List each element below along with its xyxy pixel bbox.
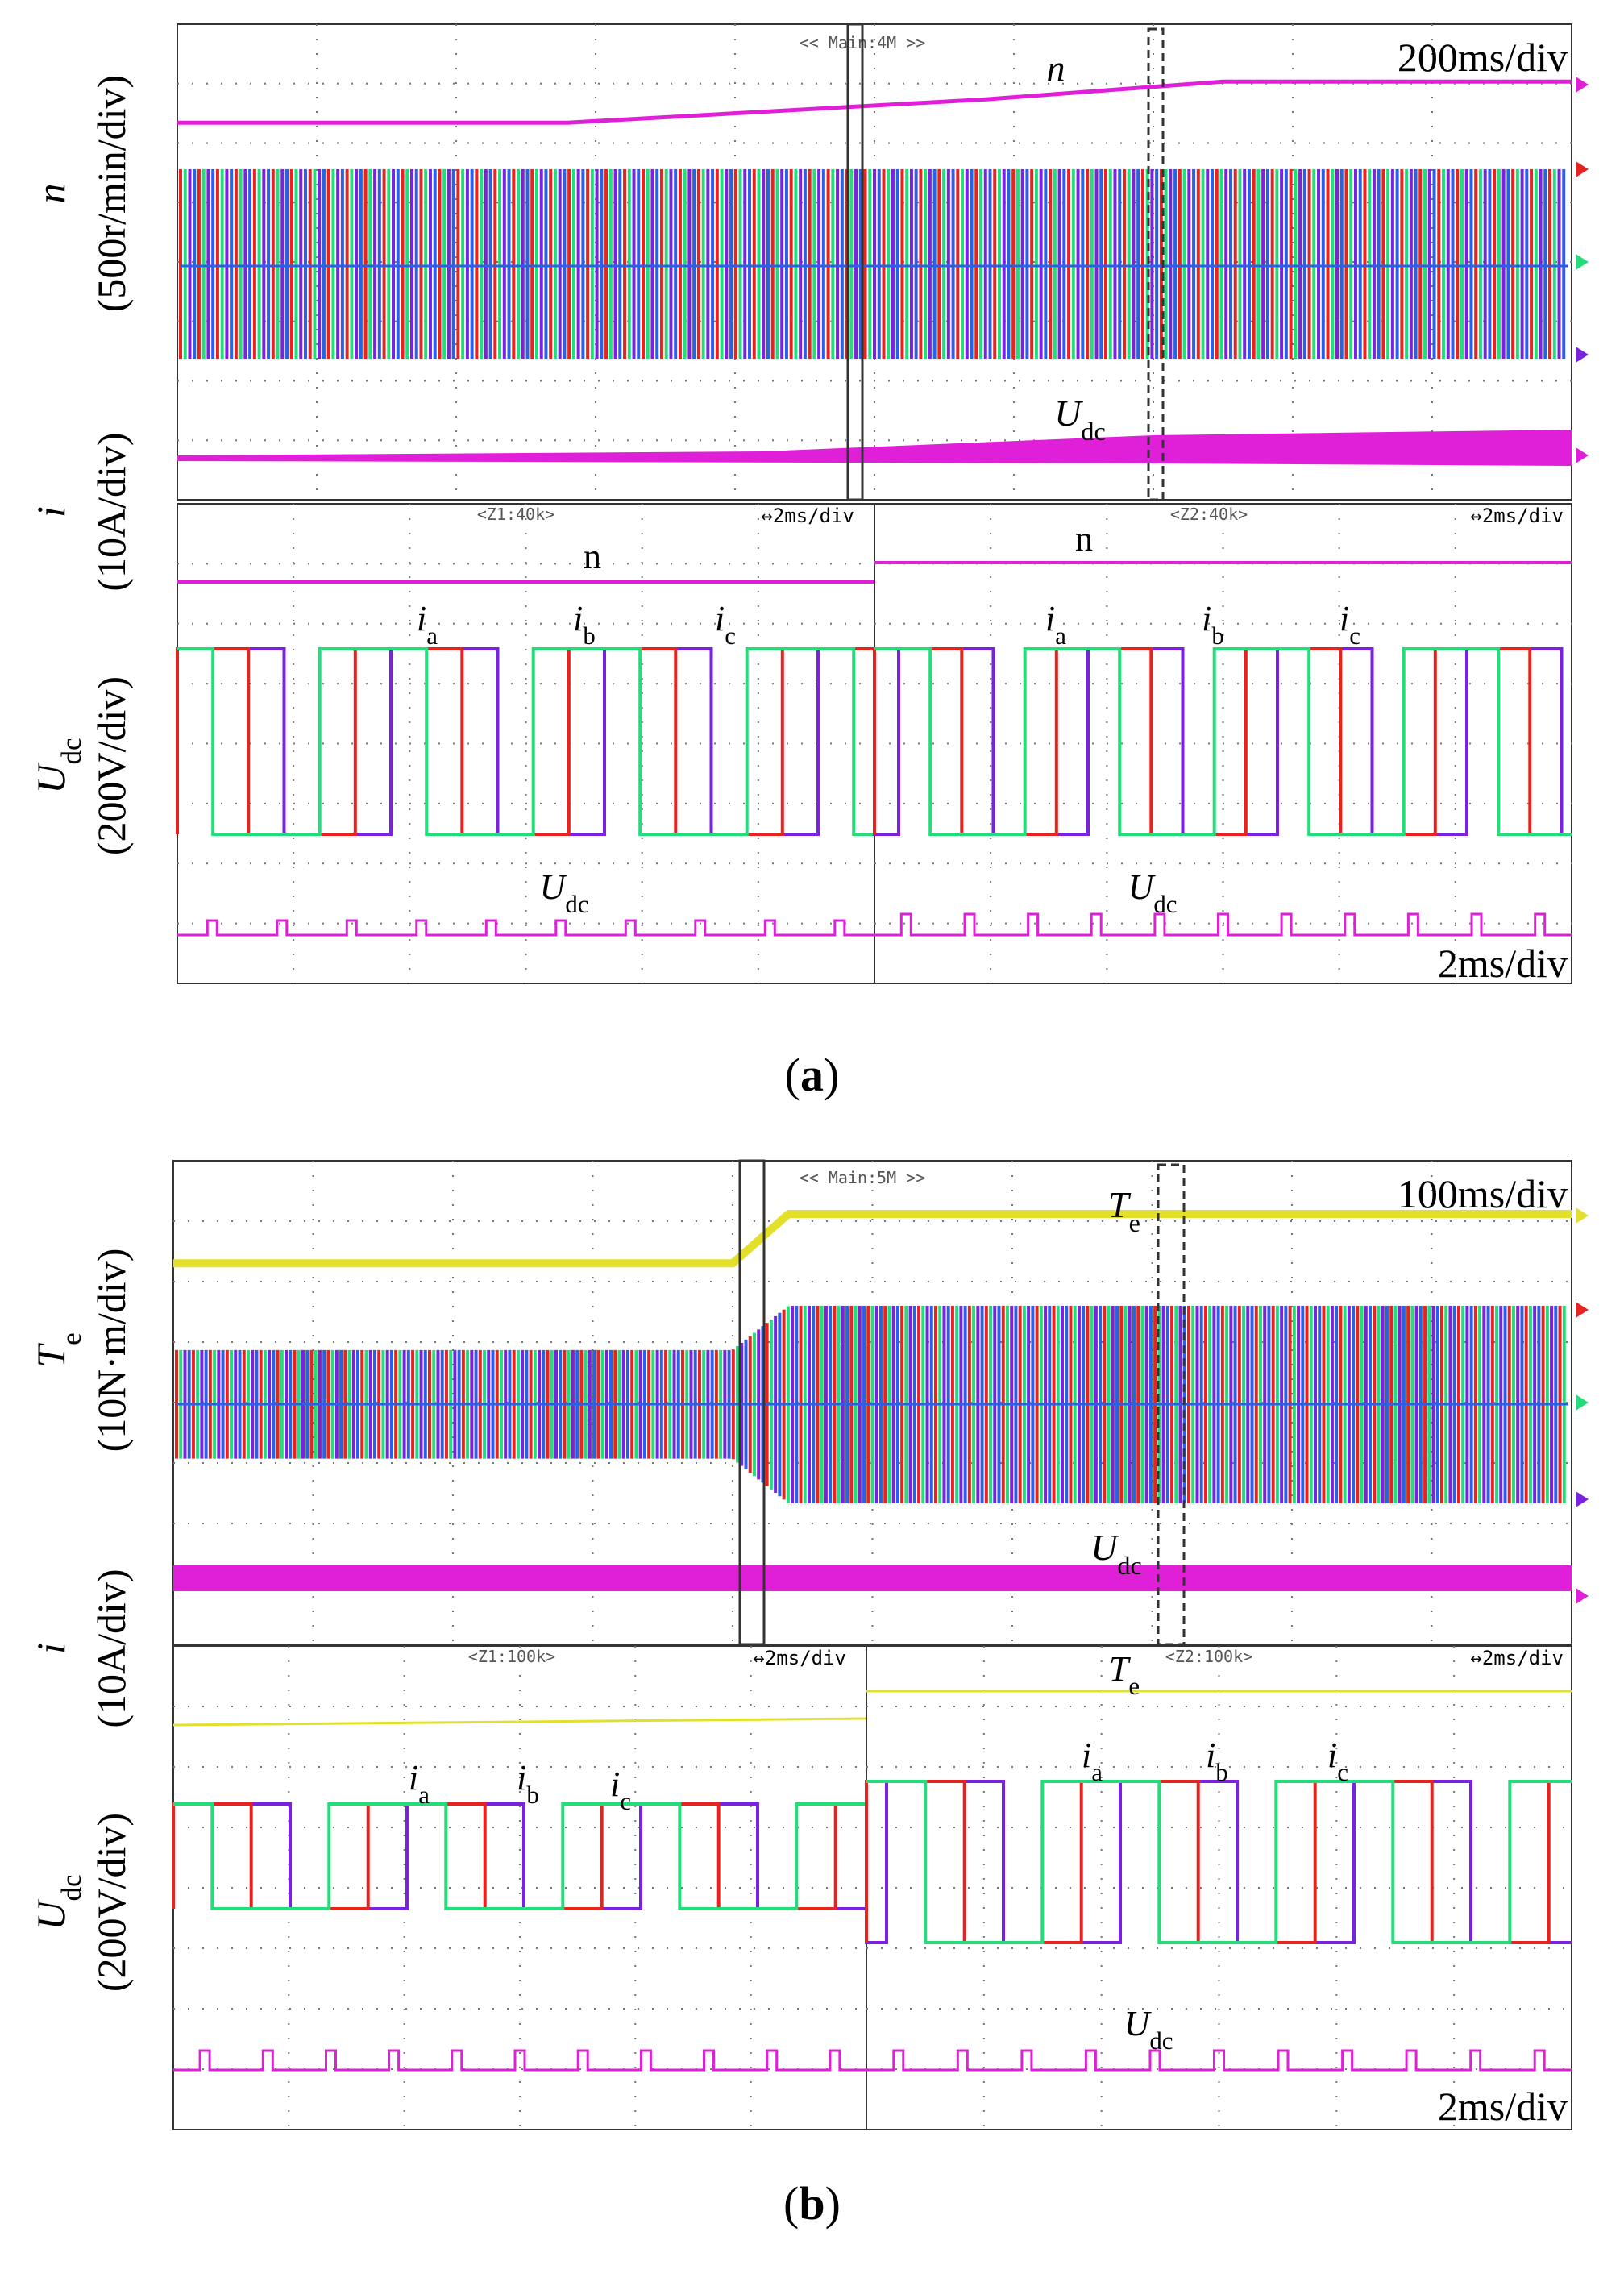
zoom-left-timediv-b: ↔2ms/div bbox=[753, 1647, 846, 1669]
zoom-right-tag-b: <Z2:100k> bbox=[1165, 1647, 1252, 1666]
zr-label-ib-b: ib bbox=[1206, 1735, 1228, 1786]
label-udc-a: Udc bbox=[1054, 393, 1106, 446]
label-te-b: Te bbox=[1108, 1184, 1140, 1237]
y-axis-labels-a: n (500r/min/div) i (10A/div) Udc (200V/div) bbox=[28, 75, 134, 855]
zr-label-te-b: Te bbox=[1109, 1649, 1140, 1700]
ylabel-i-unit-a: (10A/div) bbox=[89, 432, 134, 591]
zr-label-ia-a: ia bbox=[1045, 599, 1066, 650]
zoom-right-udc-a bbox=[874, 912, 1572, 937]
label-n-a: n bbox=[1047, 48, 1065, 89]
zl-label-ib-b: ib bbox=[517, 1758, 539, 1809]
zr-label-ic-a: ic bbox=[1339, 599, 1360, 650]
zr-label-ia-b: ia bbox=[1082, 1735, 1103, 1786]
zoom-scope-b: <Z1:100k> ↔2ms/div <Z2:100k> ↔2ms/div ia ib ic… bbox=[172, 1645, 1572, 2130]
channel-marker-b-4 bbox=[1576, 1588, 1589, 1604]
figure-a: << Main:4M >> 200ms/div n Udc <Z1:40k> ↔2ms/d… bbox=[0, 0, 1624, 1128]
zl-label-udc-a: Udc bbox=[540, 867, 589, 918]
channel-marker-b-1 bbox=[1576, 1302, 1589, 1318]
channel-marker-a-1 bbox=[1576, 161, 1589, 177]
zoom-left-currents-a-phase-0 bbox=[177, 647, 874, 836]
y-axis-labels-b: Te (10N·m/div) i (10A/div) Udc (200V/div) bbox=[28, 1249, 134, 1992]
zr-label-ic-b: ic bbox=[1327, 1735, 1348, 1786]
zoom-left-tag-b: <Z1:100k> bbox=[468, 1647, 555, 1666]
zr-label-udc-a: Udc bbox=[1128, 867, 1178, 918]
channel-marker-a-0 bbox=[1576, 77, 1589, 93]
zoom-left-udc-b bbox=[173, 2049, 866, 2072]
caption-a-letter: a bbox=[800, 1049, 824, 1101]
zoom-box-1-b bbox=[738, 1159, 766, 1646]
zoom-right-currents-b-phase-2 bbox=[866, 1780, 1572, 1944]
ylabel-udc-unit-b: (200V/div) bbox=[89, 1813, 134, 1992]
main-scope-b: << Main:5M >> 100ms/div Te Udc bbox=[172, 1159, 1589, 1646]
ylabel-n-unit-a: (500r/min/div) bbox=[89, 75, 134, 312]
zoom-left-tag-a: <Z1:40k> bbox=[477, 505, 554, 524]
zoom-bottom-div-a: 2ms/div bbox=[1438, 941, 1568, 986]
series-te-b bbox=[173, 1210, 1572, 1268]
zl-label-ia-b: ia bbox=[409, 1758, 430, 1809]
ylabel-udc-a: Udc bbox=[28, 738, 87, 793]
series-udc-a bbox=[177, 430, 1572, 466]
zl-label-ic-a: ic bbox=[715, 599, 736, 650]
ylabel-i-a: i bbox=[28, 506, 73, 517]
zoom-right-udc-b bbox=[866, 2049, 1572, 2072]
ylabel-udc-b: Udc bbox=[28, 1874, 87, 1930]
zoom-right-timediv-b: ↔2ms/div bbox=[1470, 1647, 1564, 1669]
ylabel-te-b: Te bbox=[28, 1332, 87, 1367]
ylabel-i-b: i bbox=[28, 1643, 73, 1654]
zl-label-ib-a: ib bbox=[573, 599, 596, 650]
zoom-right-timediv-a: ↔2ms/div bbox=[1470, 505, 1564, 527]
zl-label-n-a: n bbox=[584, 537, 601, 576]
zoom-bottom-div-b: 2ms/div bbox=[1438, 2084, 1568, 2129]
main-timediv-a: 200ms/div bbox=[1398, 35, 1568, 80]
caption-b-letter: b bbox=[799, 2177, 825, 2230]
series-udc-b bbox=[173, 1565, 1572, 1591]
zoom-left-currents-b-phase-2 bbox=[173, 1802, 866, 1910]
ylabel-i-unit-b: (10A/div) bbox=[89, 1569, 134, 1727]
zoom-box-2-b bbox=[1157, 1163, 1186, 1646]
zoom-left-timediv-a: ↔2ms/div bbox=[761, 505, 854, 527]
zoom-box-1-a bbox=[846, 23, 864, 501]
label-udc-b: Udc bbox=[1090, 1527, 1142, 1580]
caption-b: (b) bbox=[783, 2177, 841, 2230]
zoom-left-currents-a-phase-1 bbox=[176, 647, 874, 836]
oscilloscope-figure-b: << Main:5M >> 100ms/div Te Udc <Z1:100k> ↔2ms… bbox=[28, 1159, 1589, 2130]
zoom-left-currents-a-phase-2 bbox=[177, 647, 874, 836]
zr-label-udc-b: Udc bbox=[1124, 2004, 1173, 2055]
channel-marker-b-0 bbox=[1576, 1207, 1589, 1224]
channel-marker-a-2 bbox=[1576, 254, 1589, 270]
channel-marker-a-4 bbox=[1576, 447, 1589, 463]
main-timediv-b: 100ms/div bbox=[1398, 1171, 1568, 1216]
zoom-right-currents-a-phase-0 bbox=[873, 647, 1572, 836]
zr-label-n-a: n bbox=[1075, 519, 1093, 559]
zr-label-ib-a: ib bbox=[1202, 599, 1224, 650]
ylabel-te-unit-b: (10N·m/div) bbox=[89, 1249, 134, 1453]
ylabel-n-a: n bbox=[28, 184, 73, 204]
zoom-left-te-b bbox=[172, 1717, 867, 1727]
channel-marker-b-3 bbox=[1576, 1491, 1589, 1507]
zl-label-ic-b: ic bbox=[610, 1764, 631, 1815]
zoom-right-tag-a: <Z2:40k> bbox=[1170, 505, 1248, 524]
zoom-right-currents-a-phase-2 bbox=[874, 647, 1572, 836]
zl-label-ia-a: ia bbox=[417, 599, 438, 650]
series-n-a bbox=[177, 79, 1572, 125]
figure-b: << Main:5M >> 100ms/div Te Udc <Z1:100k> ↔2ms… bbox=[0, 1145, 1624, 2273]
channel-marker-a-3 bbox=[1576, 347, 1589, 363]
caption-a: (a) bbox=[784, 1049, 840, 1101]
zoom-left-udc-a bbox=[177, 919, 874, 937]
channel-marker-b-2 bbox=[1576, 1394, 1589, 1411]
ylabel-udc-unit-a: (200V/div) bbox=[89, 676, 134, 855]
zoom-left-currents-b-phase-0 bbox=[173, 1802, 866, 1910]
main-tag-b: << Main:5M >> bbox=[800, 1168, 926, 1187]
zoom-box-2-a bbox=[1147, 27, 1165, 501]
